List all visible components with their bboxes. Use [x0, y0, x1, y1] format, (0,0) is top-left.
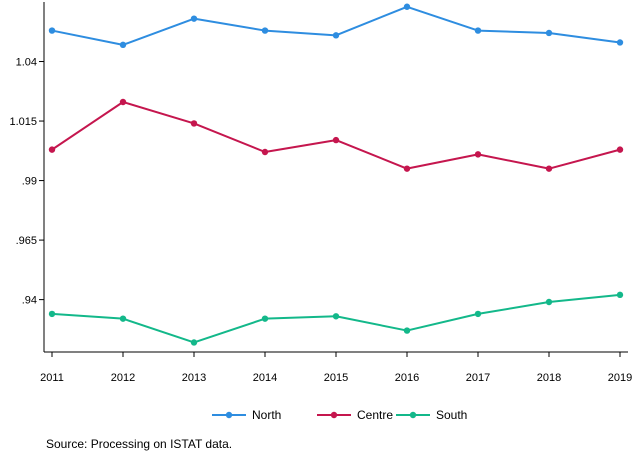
data-point-north: [261, 27, 269, 34]
legend-marker-centre: [330, 411, 338, 419]
data-point-centre: [545, 165, 553, 172]
data-point-centre: [332, 136, 340, 144]
data-point-north: [545, 29, 553, 37]
y-tick-label: .965: [16, 235, 37, 247]
y-tick-label: .99: [22, 176, 37, 188]
data-point-south: [332, 313, 340, 320]
data-point-north: [403, 3, 411, 10]
chart-axes: .94 .965 .99 1.015 1.04 2011 2012 2013 2014 2015 2…: [9, 2, 632, 384]
series-line-north: [51, 5, 621, 46]
x-tick-label: 2015: [324, 372, 348, 384]
data-point-north: [474, 27, 482, 34]
data-point-south: [48, 310, 56, 318]
legend-marker-south: [409, 411, 417, 419]
y-tick-label: 1.015: [9, 116, 37, 128]
series-line-centre: [51, 101, 621, 170]
chart-series: [48, 3, 624, 346]
data-point-south: [545, 298, 553, 306]
y-tick-label: .94: [22, 295, 37, 307]
legend-marker-north: [225, 411, 233, 419]
legend-label-south: South: [436, 408, 467, 422]
data-point-centre: [190, 120, 198, 127]
data-point-south: [261, 315, 269, 322]
x-tick-label: 2018: [537, 372, 561, 384]
x-tick-label: 2014: [253, 372, 277, 384]
data-point-north: [119, 41, 127, 49]
data-point-north: [48, 27, 56, 34]
data-point-centre: [119, 98, 127, 106]
source-note: Source: Processing on ISTAT data.: [46, 437, 233, 451]
chart-legend: North Centre South: [212, 408, 467, 422]
data-point-south: [403, 327, 411, 334]
x-tick-label: 2013: [182, 372, 206, 384]
data-point-north: [190, 15, 198, 22]
data-point-south: [616, 291, 624, 299]
data-point-centre: [616, 146, 624, 153]
x-tick-label: 2012: [111, 372, 135, 384]
x-tick-label: 2011: [40, 372, 64, 384]
y-tick-label: 1.04: [16, 57, 37, 69]
data-point-centre: [474, 151, 482, 158]
data-point-centre: [48, 146, 56, 153]
x-tick-label: 2016: [395, 372, 419, 384]
data-point-centre: [261, 148, 269, 156]
legend-label-north: North: [252, 408, 281, 422]
x-tick-label: 2019: [608, 372, 632, 384]
data-point-north: [616, 39, 624, 46]
legend-label-centre: Centre: [357, 408, 393, 422]
data-point-south: [190, 339, 198, 346]
data-point-north: [332, 32, 340, 39]
data-point-centre: [403, 165, 411, 172]
x-tick-label: 2017: [466, 372, 490, 384]
data-point-south: [119, 315, 127, 322]
data-point-south: [474, 310, 482, 318]
